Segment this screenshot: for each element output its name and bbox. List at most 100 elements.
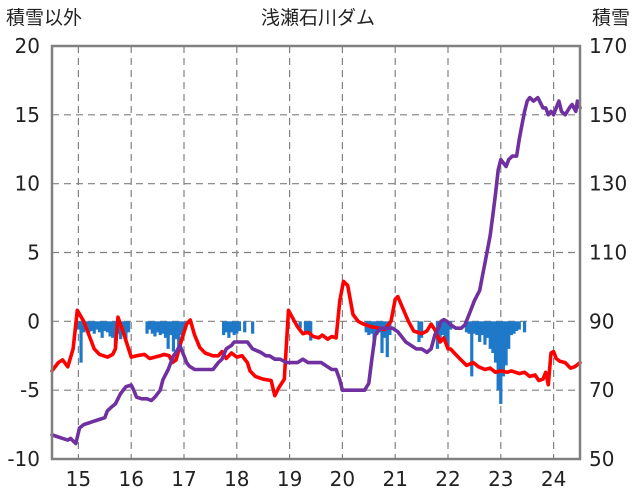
precipitation-bar — [103, 321, 107, 331]
precipitation-bar — [309, 321, 313, 341]
precipitation-bar — [475, 321, 479, 336]
x-tick-label: 21 — [382, 467, 407, 491]
precipitation-bar — [163, 321, 168, 338]
precipitation-bar — [156, 321, 160, 333]
precipitation-bar — [501, 321, 506, 377]
x-tick-label: 23 — [488, 467, 513, 491]
right-axis-header: 積雪 — [592, 7, 630, 29]
precipitation-bar — [148, 321, 152, 330]
precipitation-bar — [470, 321, 474, 377]
y-tick-label-right: 110 — [589, 241, 627, 265]
precipitation-bar — [509, 321, 513, 336]
x-tick-label: 18 — [224, 467, 249, 491]
precipitation-bar — [235, 321, 239, 334]
precipitation-bar — [76, 321, 80, 330]
precipitation-bar — [507, 321, 511, 349]
precipitation-bar — [243, 321, 247, 333]
precipitation-bar — [512, 321, 516, 334]
precipitation-bar — [493, 321, 498, 363]
precipitation-bar — [467, 321, 471, 334]
precipitation-bar — [227, 321, 231, 338]
precipitation-bar — [111, 321, 115, 338]
precipitation-bar — [496, 321, 500, 391]
precipitation-bar — [472, 321, 476, 334]
y-tick-label-left: -5 — [20, 378, 40, 402]
precipitation-bar — [108, 321, 112, 337]
precipitation-bar — [438, 321, 442, 340]
precipitation-bar — [515, 321, 519, 331]
precipitation-bar — [224, 321, 228, 333]
x-tick-label: 20 — [330, 467, 355, 491]
precipitation-bar — [169, 321, 173, 336]
precipitation-bar — [97, 321, 102, 333]
precipitation-bar — [504, 321, 508, 366]
series-lines — [50, 95, 582, 446]
precipitation-bar — [420, 321, 424, 338]
precipitation-bar — [385, 321, 389, 358]
x-tick-label: 17 — [171, 467, 196, 491]
precipitation-bar — [306, 321, 310, 331]
precipitation-bar — [150, 321, 154, 334]
grid — [52, 46, 580, 459]
precipitation-bar — [303, 321, 308, 333]
precipitation-bar — [499, 321, 503, 404]
precipitation-bar — [126, 321, 131, 333]
precipitation-bar — [92, 321, 96, 334]
y-tick-label-right: 170 — [589, 34, 627, 58]
precipitation-bar — [517, 321, 521, 330]
precipitation-bar — [174, 321, 178, 340]
precipitation-bar — [298, 321, 302, 329]
precipitation-bar — [145, 321, 149, 334]
y-tick-label-right: 70 — [589, 378, 614, 402]
y-tick-label-left: 10 — [15, 172, 40, 196]
x-tick-label: 16 — [118, 467, 143, 491]
y-tick-label-right: 130 — [589, 172, 627, 196]
precipitation-bar — [380, 321, 384, 353]
precipitation-bar — [232, 321, 236, 336]
x-tick-label: 22 — [435, 467, 460, 491]
precipitation-bar — [441, 321, 445, 336]
precipitation-bar — [222, 321, 226, 336]
precipitation-bar — [100, 321, 104, 338]
precipitation-bar — [182, 321, 186, 331]
precipitation-bar — [443, 321, 447, 342]
x-tick-label: 15 — [66, 467, 91, 491]
plot-frame — [50, 44, 582, 461]
precipitation-bar — [158, 321, 162, 336]
chart-title: 浅瀬石川ダム — [261, 7, 375, 29]
y-tick-label-left: 15 — [15, 103, 40, 127]
precipitation-bar — [480, 321, 484, 336]
y-tick-label-left: 0 — [27, 309, 40, 333]
precipitation-bar — [124, 321, 128, 342]
precipitation-bar — [179, 321, 183, 336]
y-tick-label-left: -10 — [7, 447, 40, 471]
y-tick-label-right: 50 — [589, 447, 614, 471]
precipitation-bar — [237, 321, 242, 331]
precipitation-bar — [464, 321, 469, 333]
precipitation-bar — [478, 321, 482, 342]
temperature-line — [50, 279, 582, 398]
precipitation-bar — [522, 321, 527, 333]
precipitation-bar — [483, 321, 487, 345]
snow-depth-line — [50, 95, 582, 446]
precipitation-bar — [171, 321, 176, 352]
precipitation-bar — [166, 321, 170, 349]
precipitation-bar — [105, 321, 110, 333]
precipitation-bar — [119, 321, 123, 340]
y-tick-label-right: 150 — [589, 103, 627, 127]
precipitation-bar — [488, 321, 492, 349]
precipitation-bar — [161, 321, 165, 334]
precipitation-bar — [229, 321, 234, 333]
x-tick-label: 24 — [541, 467, 566, 491]
precipitation-bar — [79, 321, 83, 363]
precipitation-bar — [446, 321, 450, 349]
y-tick-label-left: 5 — [27, 241, 40, 265]
precipitation-bar — [87, 321, 91, 333]
x-tick-label: 19 — [277, 467, 302, 491]
precipitation-bar — [153, 321, 157, 337]
precipitation-bar — [90, 321, 94, 331]
y-tick-label-right: 90 — [589, 309, 614, 333]
precipitation-bar — [95, 321, 99, 330]
